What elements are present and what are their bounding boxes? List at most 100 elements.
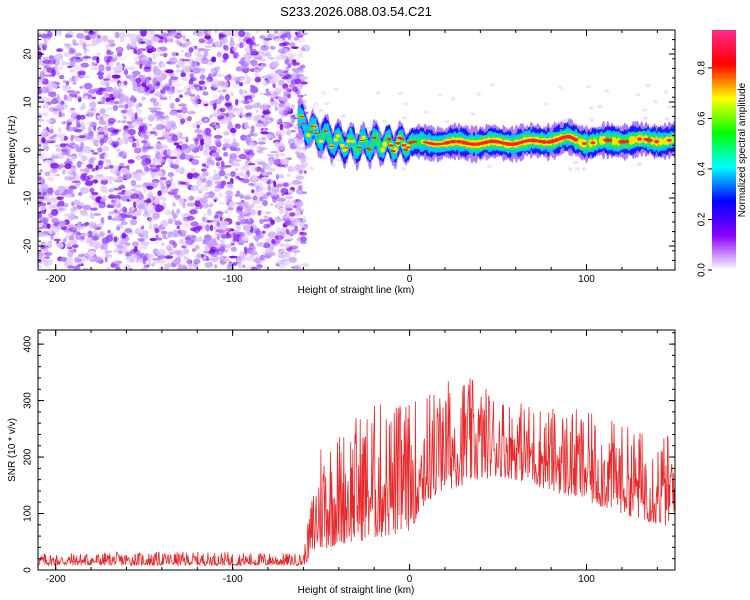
noise-blob	[62, 238, 67, 243]
noise-blob	[273, 45, 277, 49]
noise-blob	[223, 44, 227, 50]
noise-blob	[55, 134, 62, 137]
noise-blob	[103, 78, 111, 81]
noise-blob	[127, 138, 133, 143]
noise-blob	[277, 48, 283, 54]
noise-blob	[81, 257, 89, 263]
noise-blob	[296, 83, 304, 90]
noise-blob	[187, 110, 196, 115]
ridge-segment	[329, 145, 335, 148]
noise-blob	[84, 180, 94, 187]
noise-blob	[190, 184, 200, 192]
noise-blob	[81, 175, 91, 182]
noise-blob	[183, 221, 193, 229]
noise-blob	[133, 56, 140, 61]
noise-blob	[635, 92, 641, 97]
noise-blob	[652, 99, 658, 104]
noise-blob	[255, 109, 259, 113]
noise-blob	[152, 157, 157, 164]
noise-blob	[288, 189, 293, 196]
noise-blob	[103, 153, 109, 158]
noise-blob	[105, 66, 112, 72]
noise-blob	[278, 152, 285, 157]
noise-blob	[121, 120, 127, 123]
ridge-segment	[401, 144, 407, 147]
noise-blob	[257, 141, 266, 145]
noise-blob	[179, 94, 183, 98]
noise-blob	[237, 215, 242, 221]
noise-blob	[155, 145, 164, 149]
noise-blob	[203, 138, 213, 146]
noise-blob	[236, 190, 241, 195]
noise-blob	[233, 230, 240, 235]
noise-blob	[185, 179, 190, 185]
noise-blob	[78, 192, 83, 196]
noise-blob	[209, 255, 219, 263]
noise-blob	[46, 202, 51, 205]
ridge-segment	[405, 146, 411, 149]
spectrogram-plot-area	[38, 30, 675, 270]
noise-blob	[253, 257, 262, 263]
noise-blob	[65, 80, 70, 86]
noise-blob	[117, 176, 126, 180]
noise-blob	[99, 153, 105, 160]
noise-blob	[252, 195, 258, 201]
noise-blob	[90, 110, 97, 113]
noise-blob	[58, 74, 65, 80]
noise-blob	[277, 106, 285, 112]
noise-blob	[265, 211, 271, 215]
noise-blob	[70, 206, 79, 212]
noise-blob	[292, 68, 298, 72]
noise-blob	[58, 127, 62, 134]
noise-blob	[146, 185, 154, 190]
noise-blob	[141, 225, 145, 230]
noise-blob	[79, 105, 86, 111]
noise-blob	[255, 122, 264, 128]
noise-blob	[100, 80, 109, 86]
ridge-segment	[582, 142, 587, 146]
noise-blob	[645, 83, 651, 88]
noise-blob	[181, 106, 188, 114]
noise-blob	[42, 56, 49, 61]
noise-blob	[242, 225, 252, 231]
noise-blob	[203, 234, 212, 242]
noise-blob	[205, 204, 214, 208]
noise-blob	[50, 152, 56, 157]
noise-blob	[79, 39, 84, 46]
x-tick-label: 100	[578, 574, 595, 585]
ridge-segment	[312, 126, 318, 128]
noise-blob	[105, 101, 111, 105]
noise-blob	[156, 137, 165, 140]
noise-blob	[120, 220, 128, 226]
noise-blob	[144, 211, 149, 215]
noise-blob	[76, 114, 82, 121]
figure-title: S233.2026.088.03.54.C21	[280, 4, 432, 19]
noise-blob	[265, 52, 271, 57]
noise-blob	[114, 31, 120, 39]
noise-blob	[105, 234, 114, 243]
noise-blob	[68, 239, 77, 244]
noise-blob	[211, 241, 219, 247]
noise-blob	[300, 236, 307, 243]
noise-blob	[211, 56, 217, 63]
noise-blob	[201, 193, 210, 197]
noise-blob	[75, 174, 80, 180]
y-tick-label: 200	[23, 448, 34, 465]
noise-blob	[179, 264, 187, 270]
noise-blob	[248, 209, 257, 216]
noise-blob	[255, 190, 265, 198]
noise-blob	[227, 120, 233, 128]
noise-blob	[164, 209, 172, 216]
noise-blob	[111, 66, 117, 71]
noise-blob	[77, 32, 82, 36]
y-tick-label: 400	[23, 335, 34, 352]
noise-blob	[38, 177, 46, 185]
noise-blob	[563, 118, 569, 122]
noise-blob	[543, 102, 549, 106]
noise-blob	[124, 103, 129, 110]
noise-blob	[158, 237, 162, 241]
noise-blob	[224, 74, 232, 81]
noise-blob	[175, 69, 182, 73]
noise-blob	[118, 139, 128, 144]
noise-blob	[143, 134, 149, 140]
